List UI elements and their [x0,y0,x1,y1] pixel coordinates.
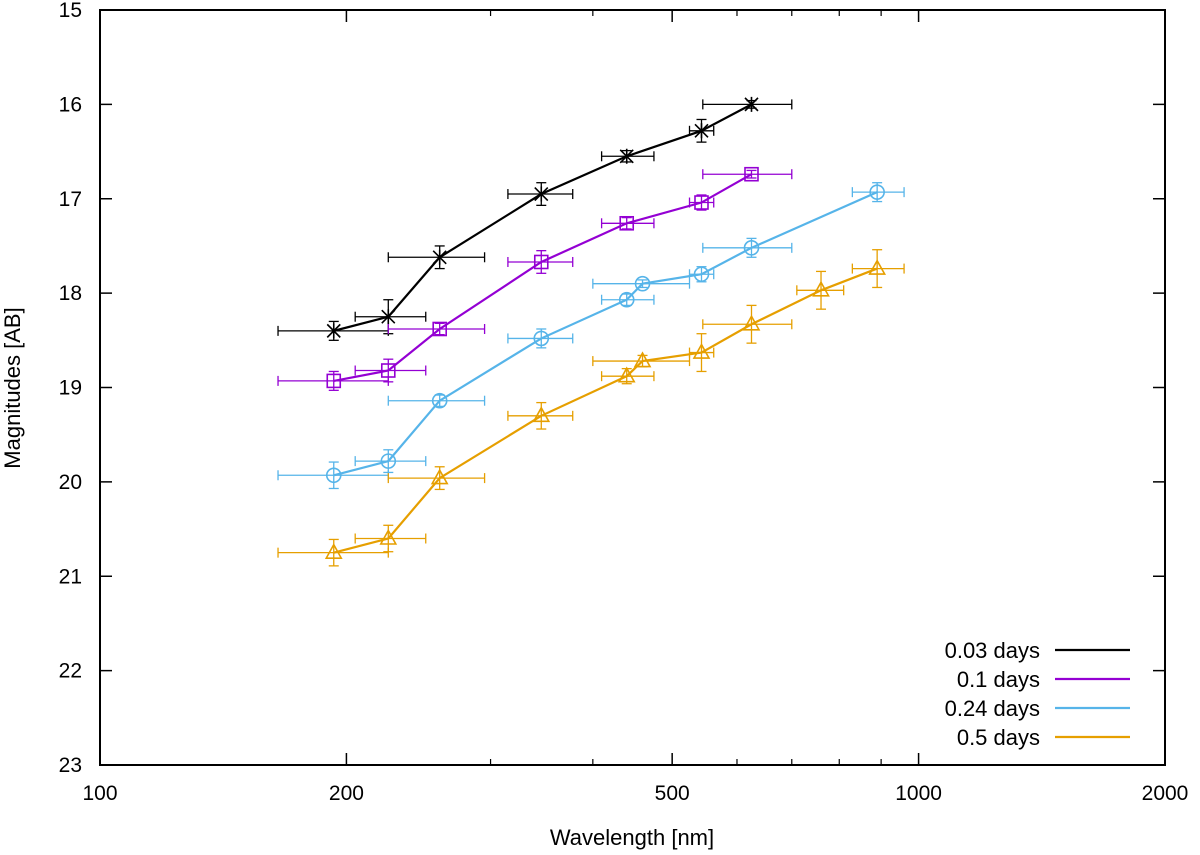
x-tick-label: 100 [82,782,117,805]
x-axis-label: Wavelength [nm] [550,825,714,850]
series-0-5-days [277,249,905,567]
y-axis: 15 16 17 18 19 20 21 22 23 [59,0,1165,777]
marker-circle [325,467,342,484]
legend-label: 0.5 days [957,725,1040,750]
marker-triangle [812,280,830,297]
legend-label: 0.1 days [957,667,1040,692]
marker-triangle [379,528,398,545]
marker-star [326,323,341,339]
marker-star [432,249,447,265]
marker-circle [431,392,448,409]
marker-star [744,96,759,112]
data-point [354,449,427,474]
marker-star [694,123,709,139]
marker-circle [380,453,397,469]
series-0-24-days [277,182,905,490]
data-point [387,466,486,491]
x-tick-label: 2000 [1142,782,1189,805]
y-tick-label: 17 [59,188,82,211]
y-axis-label: Magnitudes [AB] [0,307,25,468]
data-point [702,304,793,344]
marker-square [619,215,635,231]
y-tick-label: 22 [59,660,82,683]
data-point [507,328,574,349]
data-point [688,194,715,211]
legend-label: 0.03 days [945,638,1040,663]
marker-circle [869,184,885,200]
data-point [688,333,715,373]
marker-square [744,166,759,182]
series-layer [277,96,905,567]
marker-triangle [324,543,343,559]
y-tick-label: 19 [59,377,82,400]
data-point [387,392,486,409]
marker-triangle [868,258,887,275]
data-point [387,321,486,337]
series-0-1-days [277,166,793,391]
marker-square [533,254,549,270]
x-axis: 100 200 500 1000 2000 [82,10,1188,805]
marker-square [694,195,709,210]
marker-triangle [742,314,761,331]
data-point [688,118,715,143]
y-tick-label: 16 [59,93,82,116]
marker-circle [693,266,710,283]
data-point [507,401,574,430]
data-point [354,358,427,383]
y-tick-label: 20 [59,471,82,494]
data-point [600,215,655,231]
data-point [507,250,574,274]
data-point [592,351,691,368]
marker-star [381,309,396,325]
y-tick-label: 18 [59,282,82,305]
marker-square [432,321,447,337]
y-tick-label: 23 [59,754,82,777]
marker-triangle [617,366,636,383]
data-point [796,270,845,310]
marker-circle [743,240,760,256]
series-line [333,191,878,477]
data-point [277,538,389,567]
marker-triangle [430,468,449,485]
data-point [507,182,574,207]
series-line [333,267,878,554]
marker-square [380,363,396,378]
data-point [702,237,793,258]
series-line [333,103,753,332]
marker-triangle [692,342,711,359]
data-point [702,96,793,112]
marker-circle [618,291,635,308]
marker-star [534,186,549,202]
y-tick-label: 15 [59,0,82,22]
marker-circle [634,275,651,292]
data-point [600,366,655,385]
x-tick-label: 1000 [895,782,942,805]
x-tick-label: 200 [329,782,364,805]
data-point [600,291,655,308]
marker-star [619,148,634,164]
data-point [354,524,427,553]
x-tick-label: 500 [655,782,690,805]
data-point [688,266,715,283]
marker-triangle [532,406,551,423]
data-point [277,461,389,490]
marker-circle [533,330,550,347]
data-point [387,245,486,270]
data-point [277,320,389,341]
data-point [851,182,905,203]
data-point [702,166,793,182]
y-tick-label: 21 [59,565,82,588]
legend-label: 0.24 days [945,696,1040,721]
data-point [600,148,655,164]
data-point [592,275,691,292]
marker-square [326,373,342,389]
series-0-03-days [277,96,793,341]
data-point [851,249,905,289]
legend: 0.03 days 0.1 days 0.24 days 0.5 days [945,638,1130,750]
marker-triangle [633,351,652,368]
